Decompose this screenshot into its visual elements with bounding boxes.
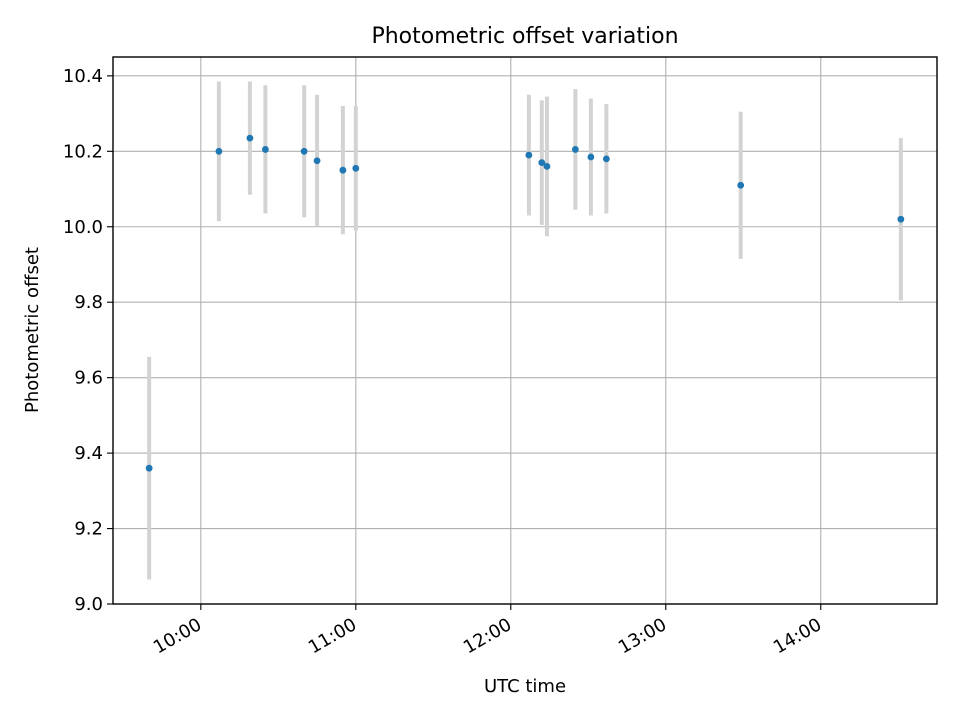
y-tick-label: 10.0 xyxy=(63,217,103,238)
data-point xyxy=(538,159,546,167)
chart-title: Photometric offset variation xyxy=(371,24,678,49)
y-tick-label: 9.4 xyxy=(74,443,103,464)
data-point xyxy=(215,147,223,155)
data-point xyxy=(339,166,347,174)
data-points xyxy=(145,134,905,472)
y-tick-label: 9.8 xyxy=(74,292,103,313)
data-point xyxy=(587,153,595,161)
data-point xyxy=(737,181,745,189)
data-point xyxy=(352,164,360,172)
data-point xyxy=(262,146,269,153)
y-tick-label: 9.6 xyxy=(74,368,103,389)
y-tick-label: 9.0 xyxy=(74,594,103,615)
data-point xyxy=(543,163,551,170)
data-point xyxy=(897,215,905,223)
data-point xyxy=(602,155,610,163)
data-point xyxy=(571,146,579,153)
data-point xyxy=(145,464,153,472)
y-axis-label: Photometric offset xyxy=(22,247,43,413)
plot-frame xyxy=(112,56,938,605)
data-point xyxy=(246,134,254,142)
x-axis-label: UTC time xyxy=(484,676,566,697)
data-point xyxy=(313,157,321,165)
y-tick-label: 10.4 xyxy=(63,66,103,87)
y-tick-label: 10.2 xyxy=(63,141,103,162)
data-point xyxy=(525,151,533,159)
y-tick-label: 9.2 xyxy=(74,519,103,540)
data-point xyxy=(300,147,308,155)
